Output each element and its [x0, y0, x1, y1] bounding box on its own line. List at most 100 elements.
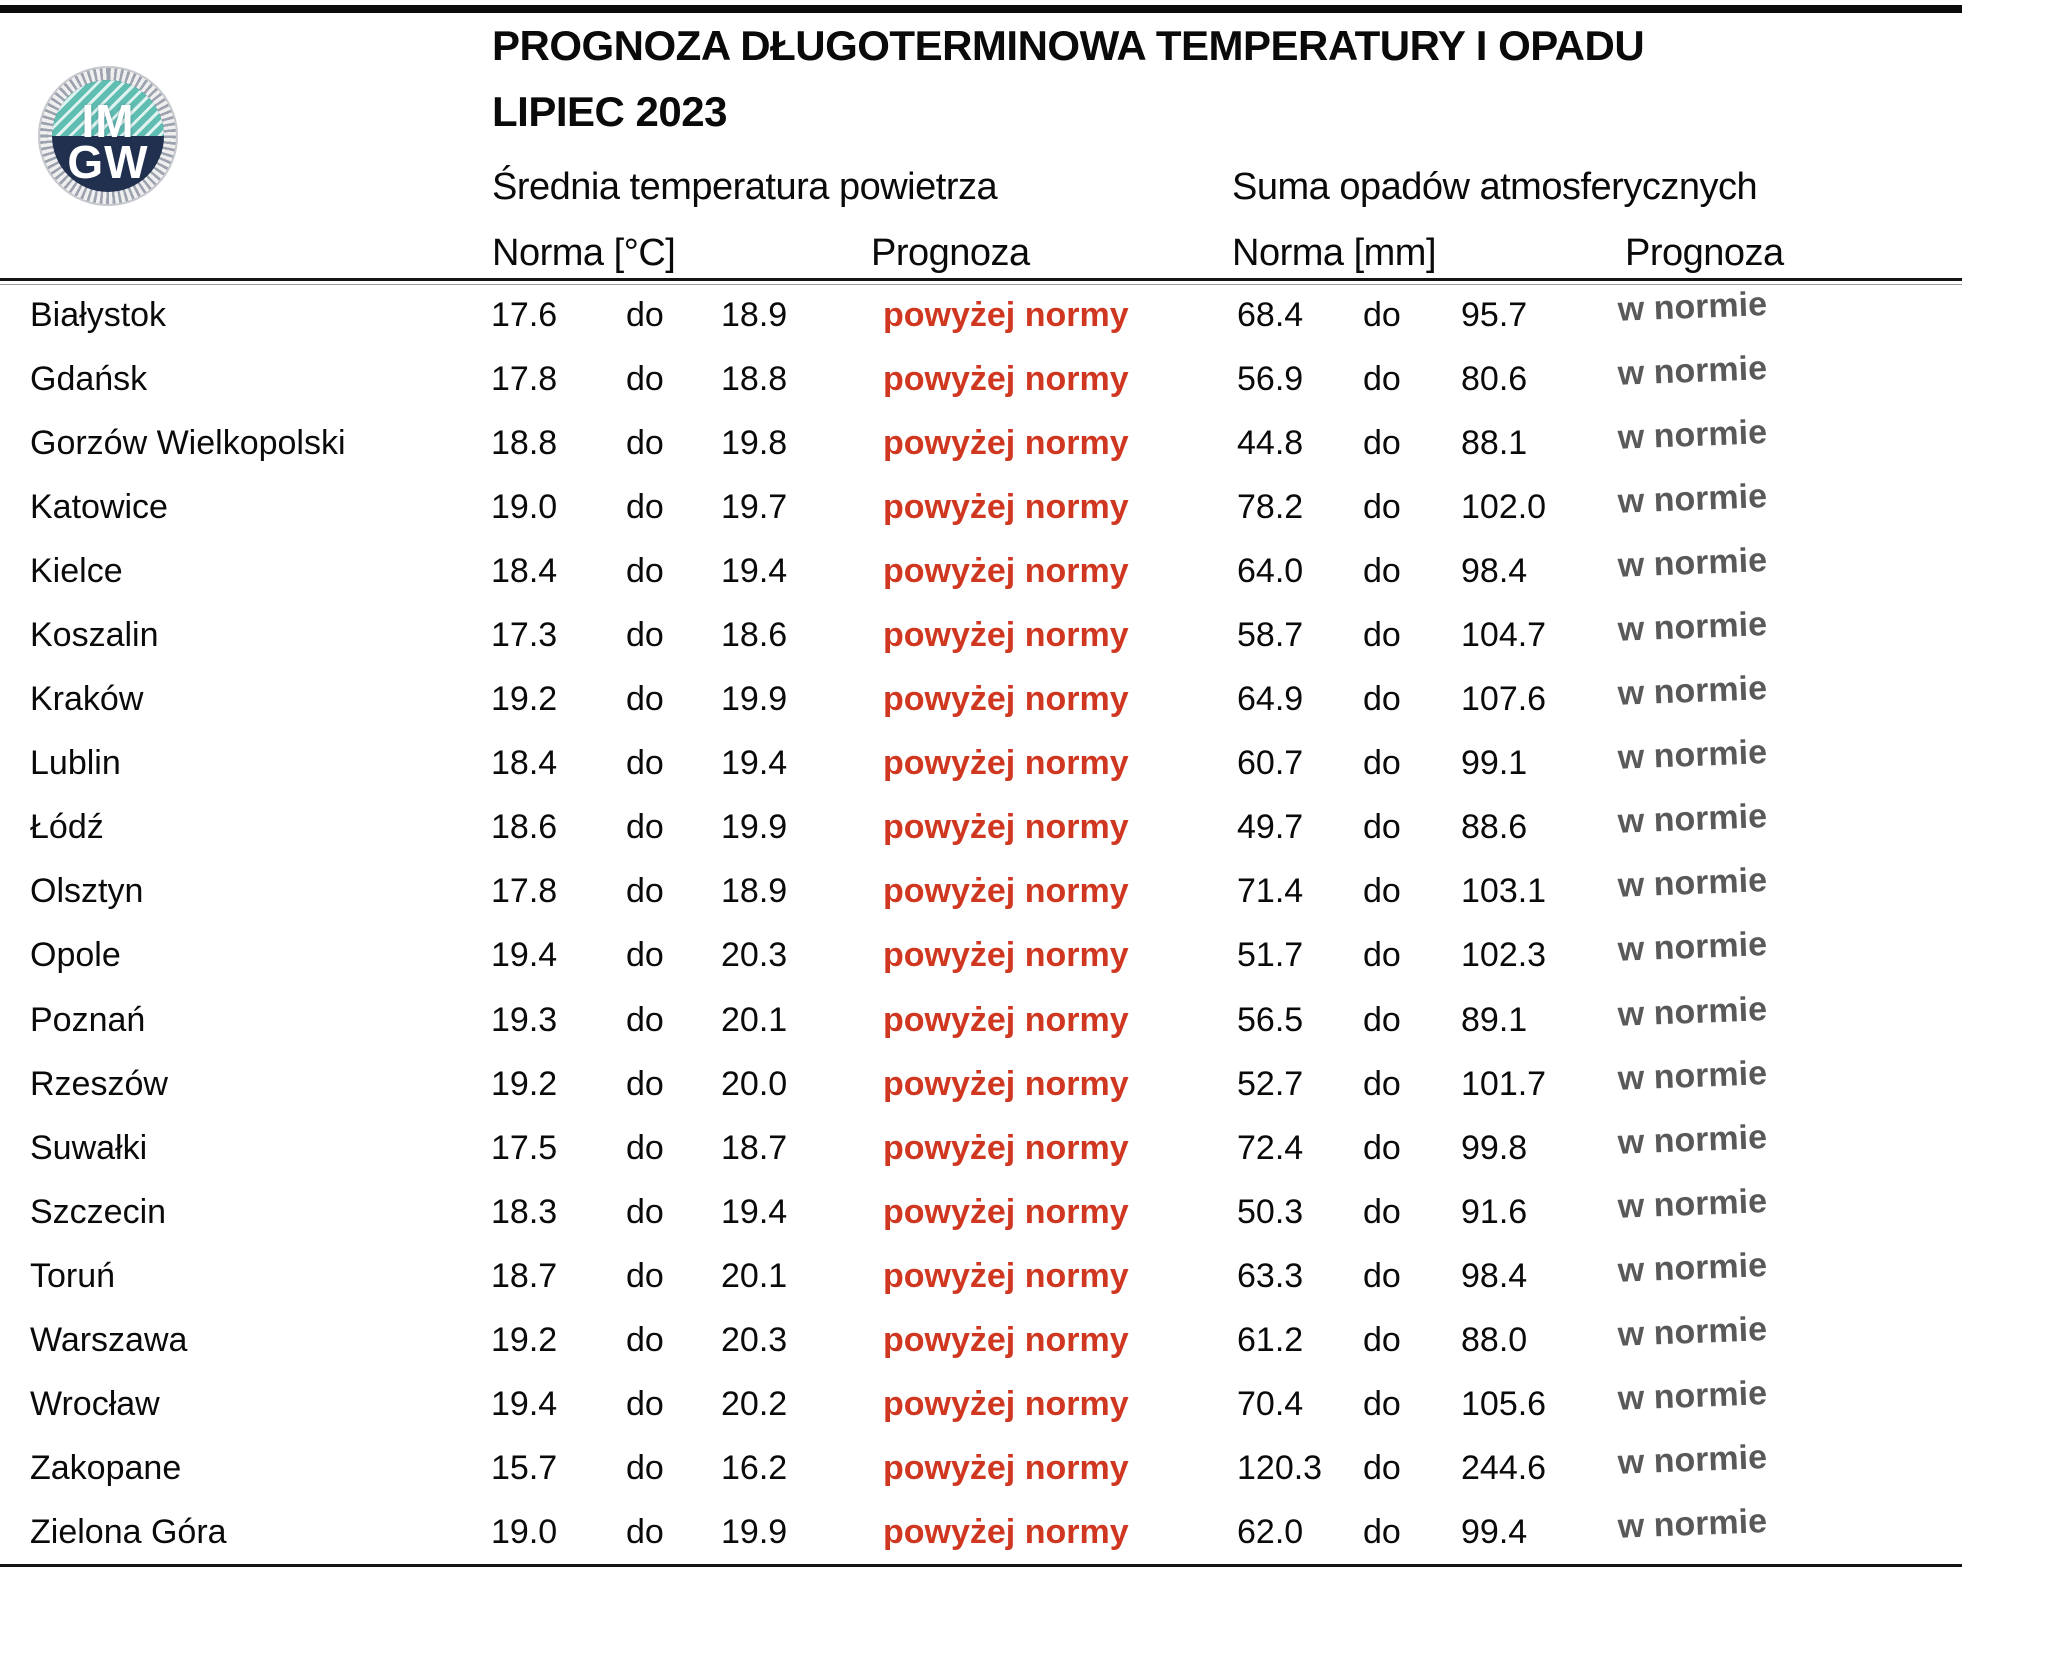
temp-separator: do [626, 1000, 664, 1039]
table-row: Poznań 19.3 do 20.1 powyżej normy 56.5 d… [0, 988, 1963, 1052]
temp-separator: do [626, 808, 664, 847]
temp-forecast-value: powyżej normy [883, 1128, 1129, 1167]
table-row: Białystok 17.6 do 18.9 powyżej normy 68.… [0, 283, 1963, 347]
temp-min: 18.4 [491, 551, 558, 590]
temp-max: 16.2 [721, 1449, 788, 1488]
precip-forecast-value: w normie [1617, 733, 1768, 778]
temp-min: 19.2 [491, 1064, 558, 1103]
city-name: Wrocław [30, 1385, 160, 1424]
precip-separator: do [1363, 359, 1401, 398]
table-row: Suwałki 17.5 do 18.7 powyżej normy 72.4 … [0, 1116, 1963, 1180]
precip-max: 98.4 [1461, 551, 1528, 590]
temp-forecast-value: powyżej normy [883, 1385, 1129, 1424]
precip-max: 89.1 [1461, 1000, 1528, 1039]
temp-separator: do [626, 1256, 664, 1295]
precip-forecast-value: w normie [1617, 605, 1768, 649]
precip-min: 71.4 [1237, 872, 1304, 911]
precip-min: 62.0 [1237, 1513, 1304, 1552]
temp-max: 19.4 [721, 744, 788, 783]
precip-max: 99.4 [1461, 1513, 1528, 1552]
logo-inner: IM GW [52, 80, 164, 192]
precip-forecast-value: w normie [1617, 348, 1768, 393]
temp-min: 19.4 [491, 936, 558, 975]
city-name: Gorzów Wielkopolski [30, 423, 346, 462]
forecast-table-body: Białystok 17.6 do 18.9 powyżej normy 68.… [0, 283, 1963, 1565]
temp-max: 19.9 [721, 808, 788, 847]
table-row: Kielce 18.4 do 19.4 powyżej normy 64.0 d… [0, 539, 1963, 603]
temp-min: 19.0 [491, 1513, 558, 1552]
temp-separator: do [626, 295, 664, 334]
temp-max: 19.4 [721, 1192, 788, 1231]
precip-min: 56.9 [1237, 359, 1304, 398]
precip-max: 98.4 [1461, 1256, 1528, 1295]
temp-min: 15.7 [491, 1449, 558, 1488]
precip-separator: do [1363, 1513, 1401, 1552]
temp-max: 19.9 [721, 680, 788, 719]
table-row: Opole 19.4 do 20.3 powyżej normy 51.7 do… [0, 924, 1963, 988]
temp-min: 17.8 [491, 872, 558, 911]
city-name: Rzeszów [30, 1064, 168, 1103]
precip-min: 68.4 [1237, 295, 1304, 334]
temp-separator: do [626, 551, 664, 590]
page-title: PROGNOZA DŁUGOTERMINOWA TEMPERATURY I OP… [492, 22, 1645, 69]
temp-min: 18.3 [491, 1192, 558, 1231]
precip-norm-header: Norma [mm] [1232, 232, 1437, 274]
temp-separator: do [626, 1064, 664, 1103]
temp-forecast-value: powyżej normy [883, 1449, 1129, 1488]
precip-min: 70.4 [1237, 1385, 1304, 1424]
city-name: Koszalin [30, 616, 159, 655]
precip-forecast-header: Prognoza [1625, 232, 1784, 274]
table-row: Zakopane 15.7 do 16.2 powyżej normy 120.… [0, 1437, 1963, 1501]
table-row: Gorzów Wielkopolski 18.8 do 19.8 powyżej… [0, 411, 1963, 475]
temp-max: 19.7 [721, 487, 788, 526]
temp-min: 19.2 [491, 1321, 558, 1360]
city-name: Lublin [30, 744, 121, 783]
temp-forecast-header: Prognoza [871, 232, 1030, 274]
table-row: Szczecin 18.3 do 19.4 powyżej normy 50.3… [0, 1180, 1963, 1244]
precip-separator: do [1363, 680, 1401, 719]
precip-separator: do [1363, 1128, 1401, 1167]
temp-separator: do [626, 1192, 664, 1231]
page-subtitle: LIPIEC 2023 [492, 88, 727, 135]
precip-min: 56.5 [1237, 1000, 1304, 1039]
precip-separator: do [1363, 936, 1401, 975]
precip-max: 88.0 [1461, 1321, 1528, 1360]
precip-max: 102.3 [1461, 936, 1547, 975]
temp-separator: do [626, 872, 664, 911]
temp-min: 19.3 [491, 1000, 558, 1039]
city-name: Suwałki [30, 1128, 148, 1167]
city-name: Kraków [30, 680, 144, 719]
temp-forecast-value: powyżej normy [883, 680, 1129, 719]
header-rule-shadow [0, 284, 1962, 285]
table-row: Warszawa 19.2 do 20.3 powyżej normy 61.2… [0, 1309, 1963, 1373]
precip-forecast-value: w normie [1617, 861, 1768, 906]
precip-max: 102.0 [1461, 487, 1547, 526]
precip-separator: do [1363, 423, 1401, 462]
temp-forecast-value: powyżej normy [883, 551, 1129, 590]
logo-top-half [52, 80, 164, 136]
temp-forecast-value: powyżej normy [883, 808, 1129, 847]
city-name: Gdańsk [30, 359, 148, 398]
imgw-logo-icon: IM GW [38, 66, 178, 206]
precip-max: 99.1 [1461, 744, 1528, 783]
temp-max: 20.3 [721, 936, 788, 975]
table-row: Zielona Góra 19.0 do 19.9 powyżej normy … [0, 1501, 1963, 1565]
precip-separator: do [1363, 744, 1401, 783]
precip-max: 244.6 [1461, 1449, 1547, 1488]
precip-forecast-value: w normie [1617, 1246, 1768, 1290]
top-rule [0, 5, 1962, 13]
precip-max: 88.6 [1461, 808, 1528, 847]
header-rule [0, 278, 1962, 281]
temp-max: 18.6 [721, 616, 788, 655]
temp-separator: do [626, 487, 664, 526]
precip-max: 103.1 [1461, 872, 1547, 911]
precip-separator: do [1363, 1385, 1401, 1424]
table-row: Lublin 18.4 do 19.4 powyżej normy 60.7 d… [0, 732, 1963, 796]
logo-text-gw: GW [67, 136, 149, 188]
table-row: Toruń 18.7 do 20.1 powyżej normy 63.3 do… [0, 1244, 1963, 1308]
precip-max: 91.6 [1461, 1192, 1528, 1231]
temp-forecast-value: powyżej normy [883, 423, 1129, 462]
temp-max: 18.9 [721, 295, 788, 334]
temp-separator: do [626, 423, 664, 462]
temp-forecast-value: powyżej normy [883, 1000, 1129, 1039]
